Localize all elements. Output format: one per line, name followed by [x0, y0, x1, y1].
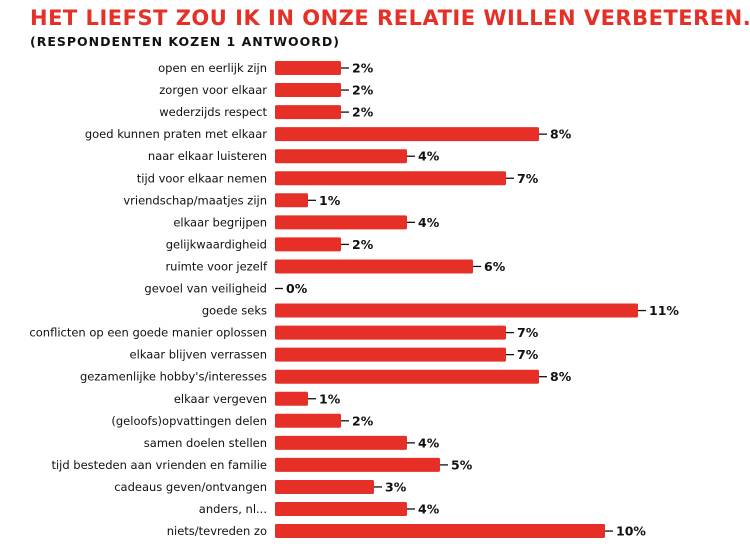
bar — [275, 457, 440, 472]
value-label: 7% — [517, 325, 539, 340]
category-label: gezamenlijke hobby's/interesses — [80, 370, 267, 384]
category-label: niets/tevreden zo — [167, 524, 267, 538]
category-label: anders, nl... — [199, 502, 267, 516]
category-label: zorgen voor elkaar — [159, 83, 267, 97]
value-label: 2% — [352, 413, 374, 428]
bar — [275, 149, 407, 164]
value-label: 1% — [319, 391, 341, 406]
value-label: 7% — [517, 171, 539, 186]
bar — [275, 259, 473, 274]
value-label: 4% — [418, 149, 440, 164]
chart-subtitle: (RESPONDENTEN KOZEN 1 ANTWOORD) — [30, 34, 341, 49]
bar — [275, 83, 341, 98]
value-label: 0% — [286, 281, 308, 296]
bar — [275, 413, 341, 428]
bar — [275, 479, 374, 494]
bar — [275, 303, 638, 318]
value-label: 4% — [418, 215, 440, 230]
bar — [275, 325, 506, 340]
category-label: elkaar begrijpen — [173, 215, 267, 229]
category-label: cadeaus geven/ontvangen — [114, 480, 267, 494]
bar — [275, 61, 341, 75]
category-label: conflicten op een goede manier oplossen — [29, 326, 267, 340]
value-label: 6% — [484, 259, 506, 274]
category-label: samen doelen stellen — [144, 436, 267, 450]
value-label: 7% — [517, 347, 539, 362]
value-label: 3% — [385, 479, 407, 494]
category-label: gelijkwaardigheid — [166, 237, 267, 251]
category-label: gevoel van veiligheid — [144, 282, 267, 296]
bar — [275, 237, 341, 252]
value-label: 10% — [616, 524, 646, 539]
chart-title: HET LIEFST ZOU IK IN ONZE RELATIE WILLEN… — [30, 6, 750, 30]
value-label: 2% — [352, 237, 374, 252]
bar — [275, 193, 308, 208]
bar — [275, 127, 539, 142]
bar — [275, 391, 308, 406]
bar — [275, 105, 341, 120]
category-label: wederzijds respect — [159, 105, 267, 119]
bar — [275, 215, 407, 230]
bar — [275, 524, 605, 539]
value-label: 4% — [418, 435, 440, 450]
category-label: goede seks — [202, 304, 267, 318]
bar — [275, 502, 407, 516]
value-label: 4% — [418, 502, 440, 517]
category-label: open en eerlijk zijn — [158, 61, 267, 75]
bar — [275, 435, 407, 450]
value-label: 8% — [550, 369, 572, 384]
bar — [275, 369, 539, 384]
value-label: 8% — [550, 127, 572, 142]
category-label: vriendschap/maatjes zijn — [123, 193, 267, 207]
bar — [275, 171, 506, 186]
category-label: tijd besteden aan vrienden en familie — [51, 458, 267, 472]
value-label: 1% — [319, 193, 341, 208]
category-label: (geloofs)opvattingen delen — [111, 414, 267, 428]
category-label: elkaar vergeven — [174, 392, 267, 406]
value-label: 11% — [649, 303, 679, 318]
value-label: 5% — [451, 457, 473, 472]
category-label: tijd voor elkaar nemen — [137, 171, 267, 185]
bar — [275, 347, 506, 362]
value-label: 2% — [352, 105, 374, 120]
category-label: elkaar blijven verrassen — [130, 348, 267, 362]
category-label: goed kunnen praten met elkaar — [85, 127, 267, 141]
category-label: naar elkaar luisteren — [148, 149, 267, 163]
value-label: 2% — [352, 61, 374, 76]
category-label: ruimte voor jezelf — [165, 259, 267, 273]
value-label: 2% — [352, 83, 374, 98]
